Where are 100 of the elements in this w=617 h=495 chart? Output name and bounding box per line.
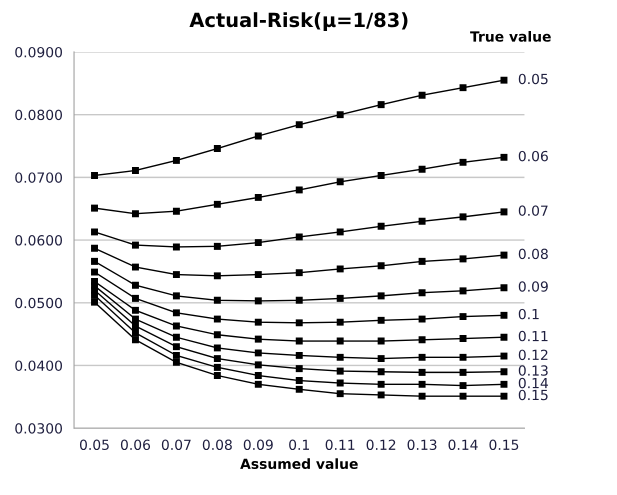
point — [500, 208, 508, 216]
point — [254, 297, 262, 304]
point — [418, 92, 426, 99]
point — [254, 372, 262, 379]
point — [91, 204, 98, 212]
point — [296, 233, 303, 240]
point — [296, 269, 303, 276]
point — [132, 242, 139, 249]
point — [460, 313, 467, 320]
point — [336, 265, 344, 272]
point — [296, 186, 303, 194]
point — [91, 228, 98, 236]
point — [500, 252, 508, 259]
point — [172, 156, 180, 164]
point — [500, 380, 508, 388]
point — [172, 292, 180, 300]
point — [214, 331, 221, 338]
point — [460, 354, 467, 361]
point — [460, 158, 467, 166]
point — [296, 338, 303, 344]
point — [132, 336, 139, 344]
point — [254, 361, 262, 368]
point — [500, 334, 508, 341]
point — [172, 334, 180, 341]
series-label: 0.15 — [518, 390, 548, 400]
legend-title: True value — [470, 31, 551, 42]
point — [418, 354, 426, 361]
series-label: 0.13 — [518, 365, 548, 376]
point — [378, 338, 385, 344]
point — [172, 309, 180, 316]
point — [172, 208, 180, 215]
point — [296, 365, 303, 372]
point — [132, 167, 139, 174]
point — [336, 111, 344, 118]
point — [132, 210, 139, 218]
point — [500, 76, 508, 84]
y-tick-label: 0.0400 — [15, 360, 62, 371]
point — [418, 392, 426, 400]
point — [172, 322, 180, 330]
point — [418, 258, 426, 265]
point — [460, 255, 467, 262]
chart-title: Actual-Risk(μ=1/83) — [189, 12, 408, 32]
point — [378, 368, 385, 376]
x-tick-label: 0.11 — [326, 440, 354, 450]
point — [336, 178, 344, 186]
point — [214, 364, 221, 371]
point — [336, 228, 344, 236]
point — [418, 380, 426, 388]
point — [336, 368, 344, 375]
y-tick-label: 0.0800 — [15, 110, 62, 120]
point — [172, 358, 180, 366]
point — [500, 392, 508, 400]
point — [214, 272, 221, 280]
series-label: 0.1 — [518, 308, 539, 320]
point — [296, 319, 303, 326]
point — [254, 318, 262, 326]
point — [91, 292, 98, 299]
point — [132, 264, 139, 271]
point — [214, 344, 221, 352]
point — [500, 154, 508, 161]
point — [132, 316, 139, 323]
point — [378, 355, 385, 362]
x-tick-label: 0.15 — [489, 440, 518, 450]
point — [254, 239, 262, 246]
point — [460, 392, 467, 400]
point — [254, 380, 262, 388]
point — [254, 132, 262, 140]
point — [214, 372, 221, 379]
point — [296, 121, 303, 128]
x-tick-label: 0.13 — [408, 440, 436, 450]
point — [91, 172, 98, 179]
point — [296, 296, 303, 304]
x-axis-title: Assumed value — [240, 458, 358, 470]
point — [500, 284, 508, 292]
point — [336, 380, 344, 387]
point — [378, 262, 385, 270]
point — [91, 298, 98, 306]
point — [378, 101, 385, 108]
x-tick-label: 0.05 — [80, 440, 109, 450]
point — [460, 335, 467, 342]
point — [418, 316, 426, 323]
point — [254, 271, 262, 278]
series-label: 0.12 — [518, 350, 548, 360]
point — [214, 200, 221, 208]
x-tick-label: 0.12 — [366, 440, 396, 450]
point — [214, 242, 221, 250]
y-tick-label: 0.0900 — [15, 46, 62, 58]
point — [214, 296, 221, 304]
point — [418, 368, 426, 376]
point — [214, 145, 221, 152]
x-tick-label: 0.14 — [448, 440, 478, 450]
y-tick-label: 0.0600 — [15, 235, 62, 246]
point — [336, 318, 344, 326]
point — [254, 194, 262, 201]
point — [460, 84, 467, 92]
point — [500, 312, 508, 319]
point — [172, 352, 180, 359]
series-label: 0.11 — [518, 330, 548, 342]
point — [500, 352, 508, 360]
point — [172, 343, 180, 350]
